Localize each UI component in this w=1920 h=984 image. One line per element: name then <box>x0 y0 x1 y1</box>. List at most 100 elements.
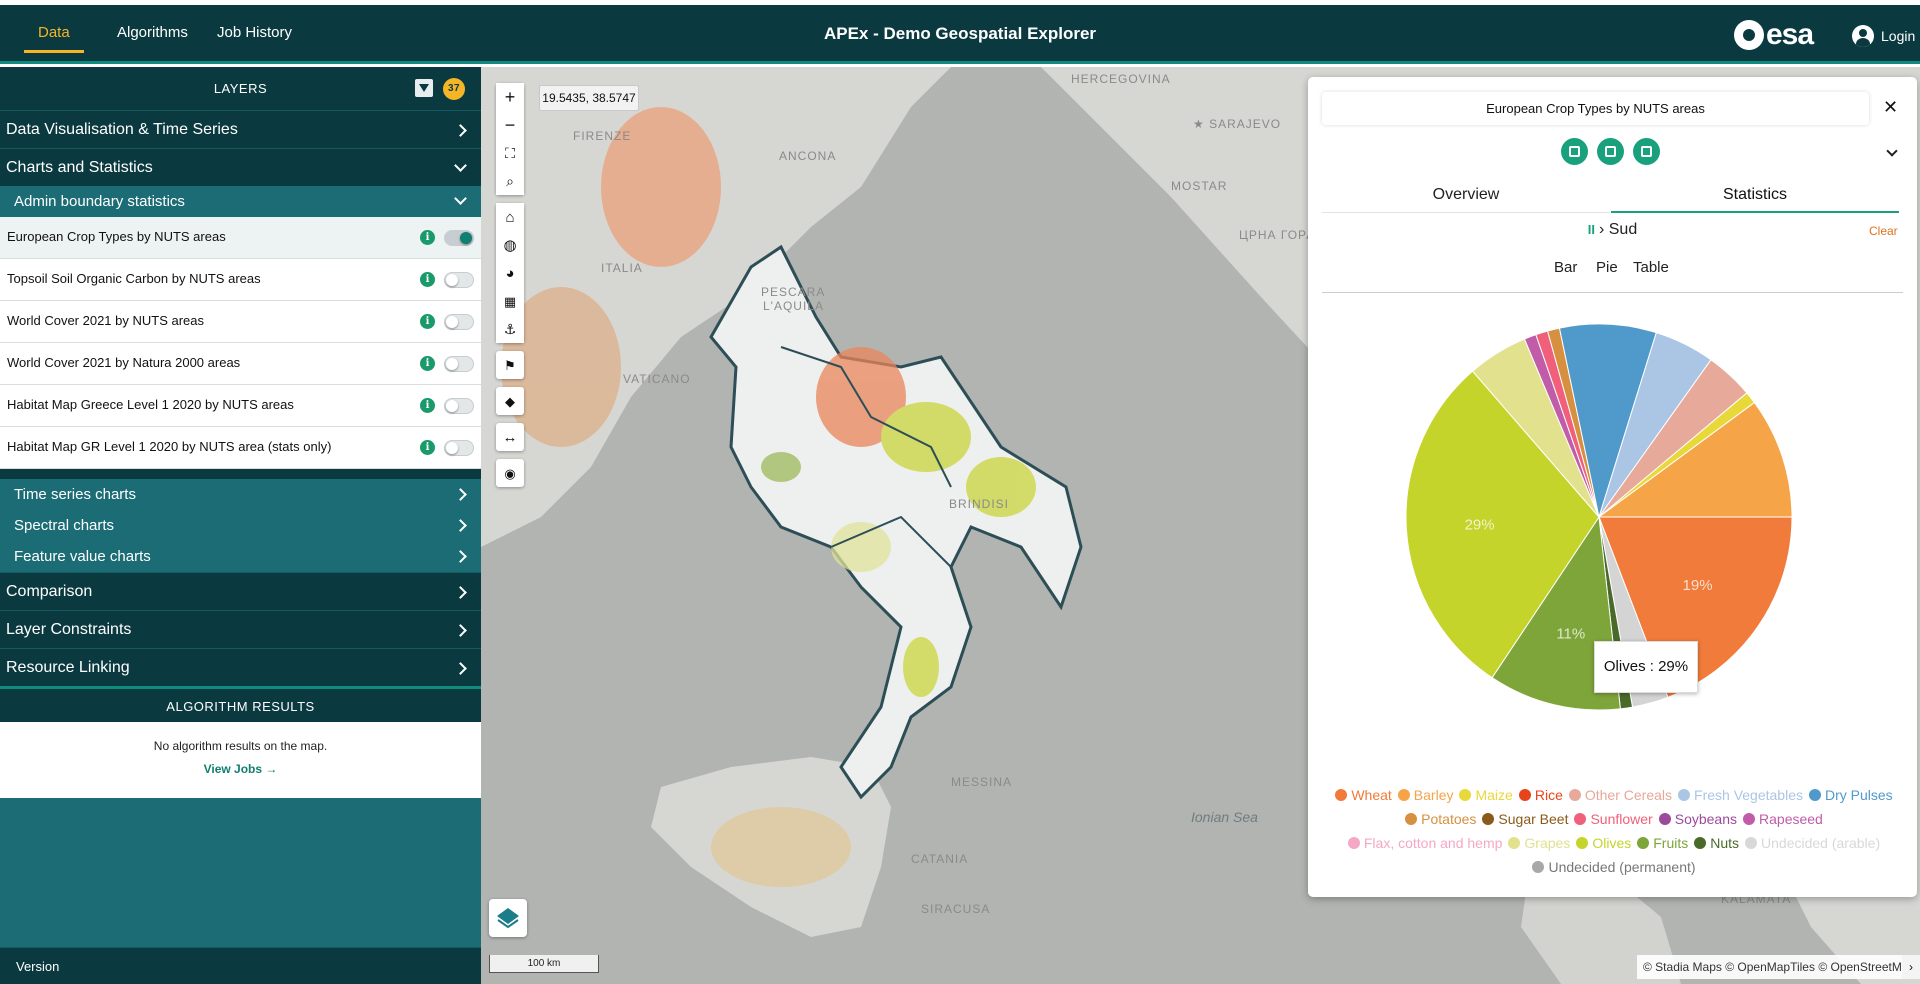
chevron-down-icon <box>454 159 467 172</box>
region-icon[interactable]: II <box>1587 222 1595 237</box>
fullscreen-icon[interactable]: ⛶ <box>496 139 524 167</box>
nav-tab-job-history[interactable]: Job History <box>217 24 293 41</box>
layer-toggle[interactable] <box>444 356 474 372</box>
globe-icon[interactable]: ◍ <box>496 231 524 259</box>
move-icon[interactable] <box>1561 138 1588 165</box>
close-icon[interactable]: ✕ <box>1883 97 1899 117</box>
legend-label: Undecided (permanent) <box>1548 859 1696 875</box>
pie-slice-olives[interactable] <box>1405 370 1600 679</box>
info-icon[interactable]: i <box>420 230 435 245</box>
version-footer[interactable]: Version <box>0 947 481 984</box>
calendar-icon[interactable] <box>1633 138 1660 165</box>
info-icon[interactable]: i <box>420 398 435 413</box>
pie-chart[interactable]: 19% 11% 29% <box>1308 312 1917 772</box>
home-icon[interactable]: ⌂ <box>496 203 524 231</box>
section-layer-constraints[interactable]: Layer Constraints <box>0 610 481 648</box>
zoom-to-extent-icon[interactable]: ⌕ <box>496 167 524 195</box>
anchor-icon[interactable]: ⚓ <box>496 315 524 343</box>
camera-icon[interactable]: ◉ <box>496 459 524 487</box>
filter-icon[interactable] <box>415 79 433 97</box>
layer-row[interactable]: Habitat Map GR Level 1 2020 by NUTS area… <box>0 427 481 469</box>
subsection-time-series[interactable]: Time series charts <box>0 479 481 510</box>
subsection-admin-boundary[interactable]: Admin boundary statistics <box>0 186 481 217</box>
swipe-compare-icon[interactable]: ↔ <box>496 423 524 451</box>
layer-row[interactable]: World Cover 2021 by NUTS areas i <box>0 301 481 343</box>
legend-item-dry-pulses[interactable]: Dry Pulses <box>1808 783 1893 807</box>
pie-data-label: 19% <box>1683 577 1713 594</box>
legend-item-potatoes[interactable]: Potatoes <box>1405 807 1476 831</box>
legend-label: Flax, cotton and hemp <box>1363 835 1503 851</box>
zoom-in-button[interactable]: + <box>496 83 524 111</box>
paint-bucket-icon[interactable]: ◆ <box>496 387 524 415</box>
city-icon[interactable]: ▦ <box>496 287 524 315</box>
info-icon[interactable]: i <box>420 440 435 455</box>
login-label: Login <box>1881 28 1916 44</box>
section-resource-linking[interactable]: Resource Linking <box>0 648 481 686</box>
legend-item-fruits[interactable]: Fruits <box>1637 831 1688 855</box>
pie-slice-dry-pulses[interactable] <box>1558 323 1657 519</box>
nav-tab-data[interactable]: Data <box>24 24 84 53</box>
layer-row[interactable]: Habitat Map Greece Level 1 2020 by NUTS … <box>0 385 481 427</box>
legend-item-sugar-beet[interactable]: Sugar Beet <box>1482 807 1568 831</box>
basemap-layers-button[interactable] <box>489 899 527 937</box>
map-label: MOSTAR <box>1171 179 1228 193</box>
section-label: Comparison <box>6 583 93 600</box>
layer-toggle[interactable] <box>444 230 474 246</box>
clear-button[interactable]: Clear <box>1869 224 1898 238</box>
view-tab-pie[interactable]: Pie <box>1596 259 1618 276</box>
layer-row[interactable]: European Crop Types by NUTS areas i <box>0 217 481 259</box>
subsection-label: Feature value charts <box>14 548 151 565</box>
layer-row[interactable]: World Cover 2021 by Natura 2000 areas i <box>0 343 481 385</box>
draw-flag-icon[interactable]: ⚑ <box>496 351 524 379</box>
globe-europe-icon[interactable]: ◕ <box>496 259 524 287</box>
layer-label: Topsoil Soil Organic Carbon by NUTS area… <box>7 271 261 286</box>
view-tab-table[interactable]: Table <box>1633 259 1669 276</box>
legend-item-rice[interactable]: Rice <box>1518 783 1563 807</box>
chevron-right-icon <box>454 586 467 599</box>
layer-toggle[interactable] <box>444 440 474 456</box>
info-icon[interactable]: i <box>420 272 435 287</box>
view-jobs-link[interactable]: View Jobs → <box>203 762 278 776</box>
login-button[interactable]: Login <box>1852 25 1915 47</box>
section-data-visualisation[interactable]: Data Visualisation & Time Series <box>0 110 481 148</box>
pie-slice-barley[interactable] <box>1597 401 1793 518</box>
map-label: ANCONA <box>779 149 837 163</box>
layer-row[interactable]: Topsoil Soil Organic Carbon by NUTS area… <box>0 259 481 301</box>
legend-item-fresh-vegetables[interactable]: Fresh Vegetables <box>1678 783 1803 807</box>
legend-item-maize[interactable]: Maize <box>1459 783 1513 807</box>
nav-tab-algorithms[interactable]: Algorithms <box>117 24 188 41</box>
info-icon[interactable]: i <box>420 356 435 371</box>
layer-toggle[interactable] <box>444 398 474 414</box>
tab-statistics[interactable]: Statistics <box>1611 177 1899 213</box>
layer-toggle[interactable] <box>444 314 474 330</box>
pie-slice-fruits[interactable] <box>1491 515 1621 711</box>
legend-item-flax-cotton-and-hemp[interactable]: Flax, cotton and hemp <box>1347 831 1503 855</box>
chevron-down-icon[interactable] <box>1886 145 1898 157</box>
esa-logo-text: esa <box>1766 18 1814 51</box>
legend-item-olives[interactable]: Olives <box>1576 831 1631 855</box>
subsection-spectral[interactable]: Spectral charts <box>0 510 481 541</box>
zoom-out-button[interactable]: − <box>496 111 524 139</box>
legend-item-grapes[interactable]: Grapes <box>1508 831 1570 855</box>
info-icon[interactable]: i <box>420 314 435 329</box>
style-icon[interactable] <box>1597 138 1624 165</box>
legend-item-soybeans[interactable]: Soybeans <box>1658 807 1737 831</box>
legend-item-other-cereals[interactable]: Other Cereals <box>1568 783 1672 807</box>
subsection-feature-value[interactable]: Feature value charts <box>0 541 481 572</box>
tab-overview[interactable]: Overview <box>1322 177 1610 213</box>
legend-item-sunflower[interactable]: Sunflower <box>1574 807 1653 831</box>
section-charts-statistics[interactable]: Charts and Statistics <box>0 148 481 186</box>
legend-item-undecided-arable-[interactable]: Undecided (arable) <box>1745 831 1880 855</box>
section-label: Charts and Statistics <box>6 159 153 176</box>
legend-swatch <box>1658 813 1671 825</box>
legend-item-wheat[interactable]: Wheat <box>1335 783 1392 807</box>
legend-item-barley[interactable]: Barley <box>1397 783 1453 807</box>
view-tab-bar[interactable]: Bar <box>1554 259 1578 276</box>
layer-toggle[interactable] <box>444 272 474 288</box>
map-label: ЦРНА ГОРА <box>1239 228 1316 242</box>
legend-item-undecided-permanent-[interactable]: Undecided (permanent) <box>1532 855 1696 879</box>
section-comparison[interactable]: Comparison <box>0 572 481 610</box>
legend-item-rapeseed[interactable]: Rapeseed <box>1743 807 1823 831</box>
chevron-right-icon[interactable]: › <box>1902 955 1920 979</box>
legend-item-nuts[interactable]: Nuts <box>1694 831 1739 855</box>
